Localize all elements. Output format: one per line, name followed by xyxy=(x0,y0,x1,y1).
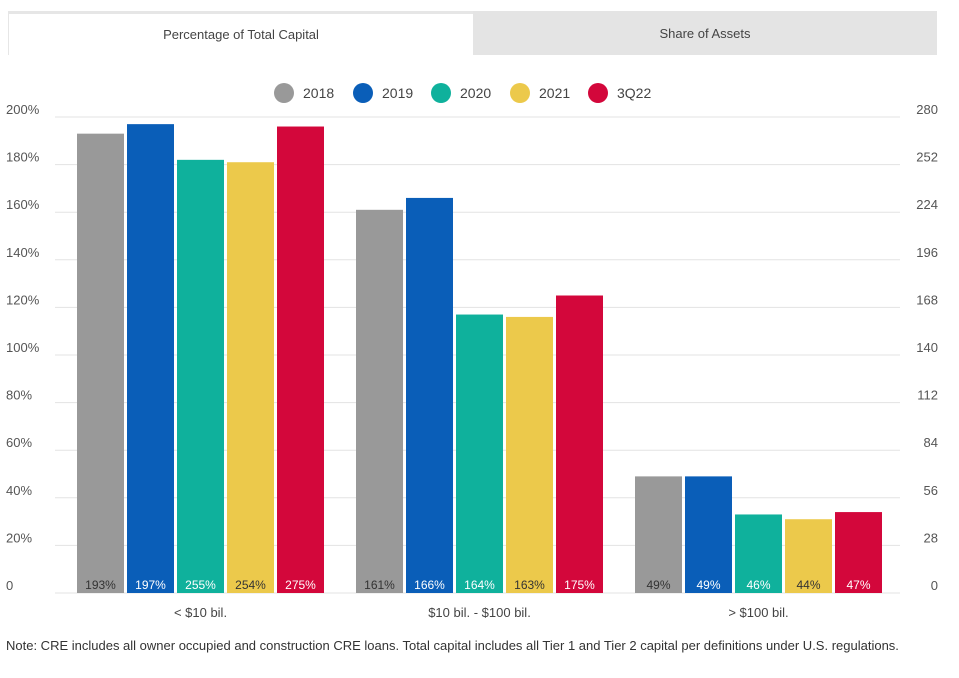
legend-label: 2020 xyxy=(460,85,491,101)
bar-data-label: 275% xyxy=(285,578,316,592)
left-tick-label: 100% xyxy=(6,340,40,355)
bar-2019-0[interactable] xyxy=(127,124,174,593)
legend-item-2018[interactable]: 2018 xyxy=(274,83,334,103)
legend-swatch xyxy=(274,83,294,103)
left-tick-label: 140% xyxy=(6,245,40,260)
bars: 193% 197% 255% 254% 275% 161% 166% 164% 163% 175%… xyxy=(77,124,882,594)
left-y-axis: 0 20% 40% 60% 80% 100% 120% 140% 160% 180% 200% xyxy=(6,102,40,593)
bar-data-label: 166% xyxy=(414,578,445,592)
right-tick-label: 280 xyxy=(916,102,938,117)
bar-2019-1[interactable] xyxy=(406,197,453,594)
legend-swatch xyxy=(588,83,608,103)
legend-label: 2019 xyxy=(382,85,413,101)
bar-2018-1[interactable] xyxy=(356,209,403,593)
right-tick-label: 140 xyxy=(916,340,938,355)
bar-data-label: 47% xyxy=(846,578,870,592)
legend-item-2019[interactable]: 2019 xyxy=(353,83,413,103)
legend-swatch xyxy=(510,83,530,103)
bar-data-label: 161% xyxy=(364,578,395,592)
left-tick-label: 120% xyxy=(6,292,40,307)
bar-chart: 0 20% 40% 60% 80% 100% 120% 140% 160% 180% 200% 0 2… xyxy=(6,83,938,620)
right-tick-label: 112 xyxy=(917,388,938,403)
bar-data-label: 49% xyxy=(646,578,670,592)
bar-2020-0[interactable] xyxy=(177,159,224,593)
left-tick-label: 40% xyxy=(6,483,32,498)
right-tick-label: 252 xyxy=(916,150,938,165)
category-label: $10 bil. - $100 bil. xyxy=(428,605,531,620)
bar-2019-2[interactable] xyxy=(685,476,732,593)
legend-swatch xyxy=(431,83,451,103)
bar-2021-2[interactable] xyxy=(785,519,832,593)
right-tick-label: 196 xyxy=(916,245,938,260)
bar-3q22-1[interactable] xyxy=(556,295,603,594)
bar-2020-1[interactable] xyxy=(456,314,503,593)
right-tick-label: 0 xyxy=(931,578,938,593)
legend-item-2021[interactable]: 2021 xyxy=(510,83,570,103)
bar-data-label: 197% xyxy=(135,578,166,592)
left-tick-label: 20% xyxy=(6,530,32,545)
bar-data-label: 163% xyxy=(514,578,545,592)
right-tick-label: 56 xyxy=(924,483,938,498)
category-label: < $10 bil. xyxy=(174,605,227,620)
bar-3q22-0[interactable] xyxy=(277,126,324,593)
right-tick-label: 84 xyxy=(924,435,938,450)
left-tick-label: 80% xyxy=(6,388,32,403)
right-tick-label: 168 xyxy=(916,292,938,307)
legend-label: 2021 xyxy=(539,85,570,101)
bar-2020-2[interactable] xyxy=(735,514,782,593)
tab-share-of-assets[interactable]: Share of Assets xyxy=(473,11,937,55)
bar-3q22-2[interactable] xyxy=(835,512,882,593)
right-y-axis: 0 28 56 84 112 140 168 196 224 252 280 xyxy=(916,102,938,593)
bar-data-label: 255% xyxy=(185,578,216,592)
bar-data-label: 44% xyxy=(796,578,820,592)
bar-data-label: 175% xyxy=(564,578,595,592)
legend-label: 2018 xyxy=(303,85,334,101)
bar-2018-2[interactable] xyxy=(635,476,682,593)
bar-data-label: 193% xyxy=(85,578,116,592)
right-tick-label: 28 xyxy=(924,530,938,545)
left-tick-label: 160% xyxy=(6,197,40,212)
left-tick-label: 0 xyxy=(6,578,13,593)
bar-data-label: 254% xyxy=(235,578,266,592)
bar-2018-0[interactable] xyxy=(77,133,124,593)
bar-2021-0[interactable] xyxy=(227,162,274,593)
left-tick-label: 180% xyxy=(6,150,40,165)
bar-data-label: 46% xyxy=(746,578,770,592)
left-tick-label: 60% xyxy=(6,435,32,450)
category-label: > $100 bil. xyxy=(728,605,788,620)
legend-item-2020[interactable]: 2020 xyxy=(431,83,491,103)
chart-note: Note: CRE includes all owner occupied an… xyxy=(6,638,899,653)
bar-data-label: 164% xyxy=(464,578,495,592)
left-tick-label: 200% xyxy=(6,102,40,117)
bar-2021-1[interactable] xyxy=(506,316,553,593)
legend: 2018 2019 2020 2021 3Q22 xyxy=(274,83,651,103)
bar-data-label: 49% xyxy=(696,578,720,592)
legend-label: 3Q22 xyxy=(617,85,651,101)
x-axis-categories: < $10 bil. $10 bil. - $100 bil. > $100 bil… xyxy=(174,605,789,620)
right-tick-label: 224 xyxy=(916,197,938,212)
legend-item-3q22[interactable]: 3Q22 xyxy=(588,83,651,103)
legend-swatch xyxy=(353,83,373,103)
tab-percentage-of-total-capital[interactable]: Percentage of Total Capital xyxy=(8,11,473,55)
chart-tabs: Percentage of Total Capital Share of Ass… xyxy=(8,11,937,55)
